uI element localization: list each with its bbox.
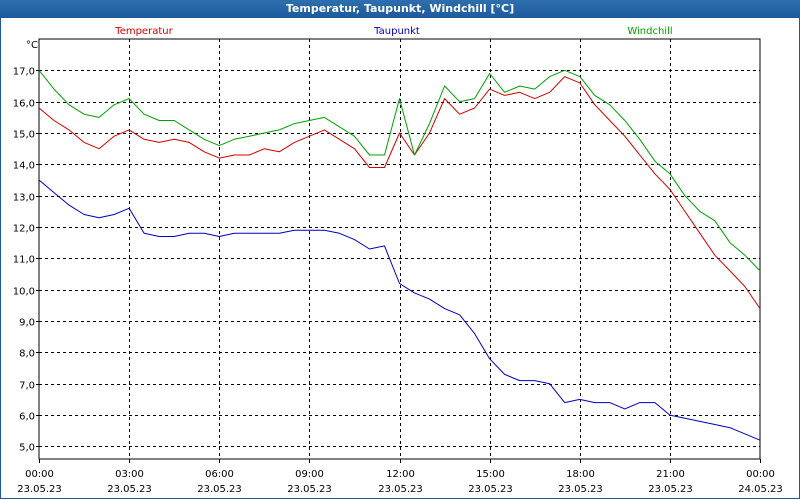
y-tick-label: 15,0 — [13, 130, 35, 141]
x-tick-date: 23.05.23 — [107, 484, 152, 495]
y-tick-label: 11,0 — [13, 255, 35, 266]
legend-temperatur: Temperatur — [114, 26, 173, 37]
series-line-taupunkt — [38, 179, 761, 441]
y-tick-label: 13,0 — [13, 193, 35, 204]
x-tick-time: 18:00 — [566, 469, 595, 480]
y-tick-label: 17,0 — [13, 67, 35, 78]
y-tick-label: 9,0 — [19, 318, 35, 329]
y-tick-label: 7,0 — [19, 381, 35, 392]
x-tick-time: 03:00 — [115, 469, 144, 480]
plot-area-border — [38, 38, 761, 460]
series-line-windchill — [38, 69, 761, 272]
y-tick-label: 6,0 — [19, 412, 35, 423]
y-tick-label: 8,0 — [19, 349, 35, 360]
window-title: Temperatur, Taupunkt, Windchill [°C] — [0, 0, 800, 18]
x-tick-time: 12:00 — [386, 469, 415, 480]
legend-taupunkt: Taupunkt — [373, 26, 420, 37]
y-tick-label: 14,0 — [13, 161, 35, 172]
series-lines — [38, 69, 761, 441]
x-tick-date: 23.05.23 — [648, 484, 693, 495]
x-tick-date: 23.05.23 — [558, 484, 603, 495]
x-tick-date: 23.05.23 — [17, 484, 62, 495]
y-tick-label: 16,0 — [13, 99, 35, 110]
x-tick-time: 15:00 — [476, 469, 505, 480]
legend-windchill: Windchill — [627, 26, 672, 37]
x-tick-date: 23.05.23 — [378, 484, 423, 495]
y-tick-label: 10,0 — [13, 287, 35, 298]
x-tick-time: 06:00 — [205, 469, 234, 480]
x-tick-time: 09:00 — [295, 469, 324, 480]
y-tick-label: 5,0 — [19, 443, 35, 454]
x-tick-time: 00:00 — [746, 469, 775, 480]
grid — [39, 39, 760, 459]
y-axis-label: °C — [26, 40, 38, 51]
y-axis-ticks: 5,0 6,0 7,0 8,0 9,0 10,0 11,0 12,0 13,0 14,0 15,0 1… — [13, 67, 39, 454]
x-tick-date: 24.05.23 — [738, 484, 783, 495]
legend: Temperatur Taupunkt Windchill — [114, 26, 672, 37]
x-tick-time: 21:00 — [656, 469, 685, 480]
series-line-temperatur — [38, 76, 761, 309]
x-tick-time: 00:00 — [25, 469, 54, 480]
y-tick-label: 12,0 — [13, 224, 35, 235]
x-axis-ticks: 00:00 23.05.23 03:00 23.05.23 06:00 23.05.23 0… — [17, 459, 783, 495]
x-tick-date: 23.05.23 — [468, 484, 513, 495]
x-tick-date: 23.05.23 — [197, 484, 242, 495]
x-tick-date: 23.05.23 — [287, 484, 332, 495]
